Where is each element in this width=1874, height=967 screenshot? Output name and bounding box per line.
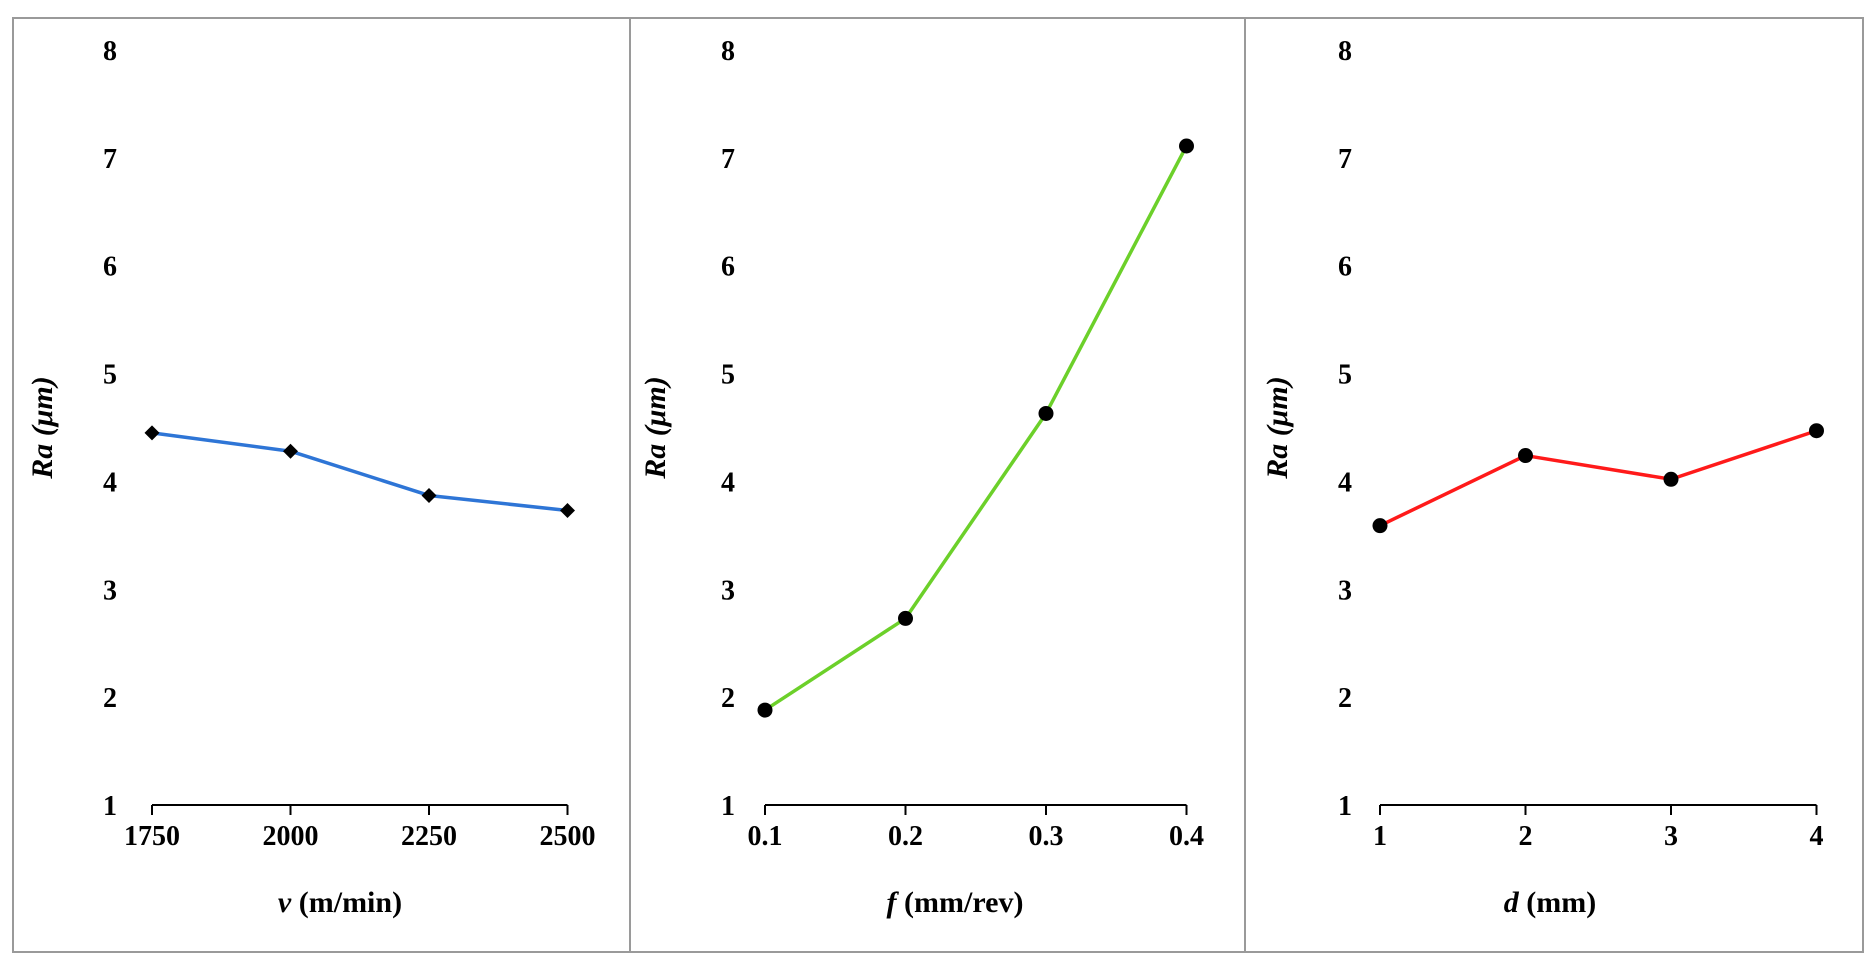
y-tick-label: 3 <box>1338 575 1352 606</box>
y-tick-label: 6 <box>721 252 735 283</box>
x-tick-label: 1750 <box>124 821 180 852</box>
data-point-marker <box>283 443 298 459</box>
y-tick-label: 7 <box>103 144 117 175</box>
y-tick-label: 4 <box>721 467 735 498</box>
x-tick-label: 2000 <box>263 821 319 852</box>
y-axis-label: Ra (μm) <box>26 376 59 480</box>
y-tick-label: 6 <box>103 252 117 283</box>
x-axis-label: v (m/min) <box>278 886 402 919</box>
data-point-marker <box>144 425 160 441</box>
y-tick-label: 6 <box>1338 252 1352 283</box>
x-axis-unit: (m/min) <box>291 886 402 919</box>
x-tick-label: 0.4 <box>1169 821 1204 852</box>
y-tick-label: 2 <box>1338 683 1352 714</box>
data-point-marker <box>1809 423 1824 439</box>
y-tick-label: 1 <box>1338 791 1352 822</box>
y-tick-label: 7 <box>1338 144 1352 175</box>
x-axis-variable: f <box>887 886 900 919</box>
y-tick-label: 2 <box>103 683 117 714</box>
y-tick-label: 5 <box>721 360 735 391</box>
y-tick-label: 4 <box>103 467 117 498</box>
data-point-marker <box>1518 448 1533 464</box>
x-tick-label: 1 <box>1373 821 1387 852</box>
y-tick-label: 2 <box>721 683 735 714</box>
figure-border <box>12 17 1864 953</box>
data-point-marker <box>1663 471 1679 487</box>
y-tick-label: 3 <box>721 575 735 606</box>
chart-panel-cutting-speed: 1 2 3 4 5 6 7 8 1750 2000 2250 2500 Ra (μm) v (m/min) <box>26 36 596 919</box>
y-tick-label: 8 <box>1338 36 1352 67</box>
x-tick-label: 2500 <box>540 821 596 852</box>
y-tick-label: 1 <box>721 791 735 822</box>
x-tick-label: 2 <box>1519 821 1533 852</box>
y-tick-label: 4 <box>1338 467 1352 498</box>
data-point-marker <box>757 702 773 718</box>
y-tick-label: 7 <box>721 144 735 175</box>
data-point-marker <box>1372 518 1388 534</box>
x-axis-label: f (mm/rev) <box>887 886 1024 919</box>
y-axis-label: Ra (μm) <box>639 376 672 480</box>
x-axis-unit: (mm/rev) <box>897 886 1024 919</box>
y-tick-label: 8 <box>721 36 735 67</box>
chart-panel-depth-of-cut: 1 2 3 4 5 6 7 8 1 2 3 4 Ra (μm) d (mm) <box>1261 36 1824 919</box>
data-point-marker <box>1179 138 1194 154</box>
x-tick-label: 0.1 <box>748 821 783 852</box>
x-tick-label: 0.2 <box>888 821 923 852</box>
x-axis-variable: d <box>1504 886 1520 919</box>
y-tick-label: 8 <box>103 36 117 67</box>
data-point-marker <box>560 503 575 519</box>
data-point-marker <box>421 487 437 503</box>
y-tick-label: 1 <box>103 791 117 822</box>
chart-panel-feed-rate: 1 2 3 4 5 6 7 8 0.1 0.2 0.3 0.4 Ra (μm) f (mm/rev) <box>639 36 1204 919</box>
y-tick-label: 3 <box>103 575 117 606</box>
y-axis-label: Ra (μm) <box>1261 376 1294 480</box>
data-point-marker <box>1038 405 1054 421</box>
series-line <box>1379 429 1818 528</box>
x-axis-unit: (mm) <box>1519 886 1596 919</box>
x-tick-label: 3 <box>1664 821 1678 852</box>
y-tick-label: 5 <box>103 360 117 391</box>
x-axis-variable: v <box>278 886 292 919</box>
data-point-marker <box>898 610 913 626</box>
x-axis-label: d (mm) <box>1504 886 1596 919</box>
x-tick-label: 4 <box>1810 821 1824 852</box>
y-tick-label: 5 <box>1338 360 1352 391</box>
series-line <box>764 145 1189 712</box>
series-line <box>151 431 568 513</box>
x-tick-label: 2250 <box>401 821 457 852</box>
x-tick-label: 0.3 <box>1029 821 1064 852</box>
